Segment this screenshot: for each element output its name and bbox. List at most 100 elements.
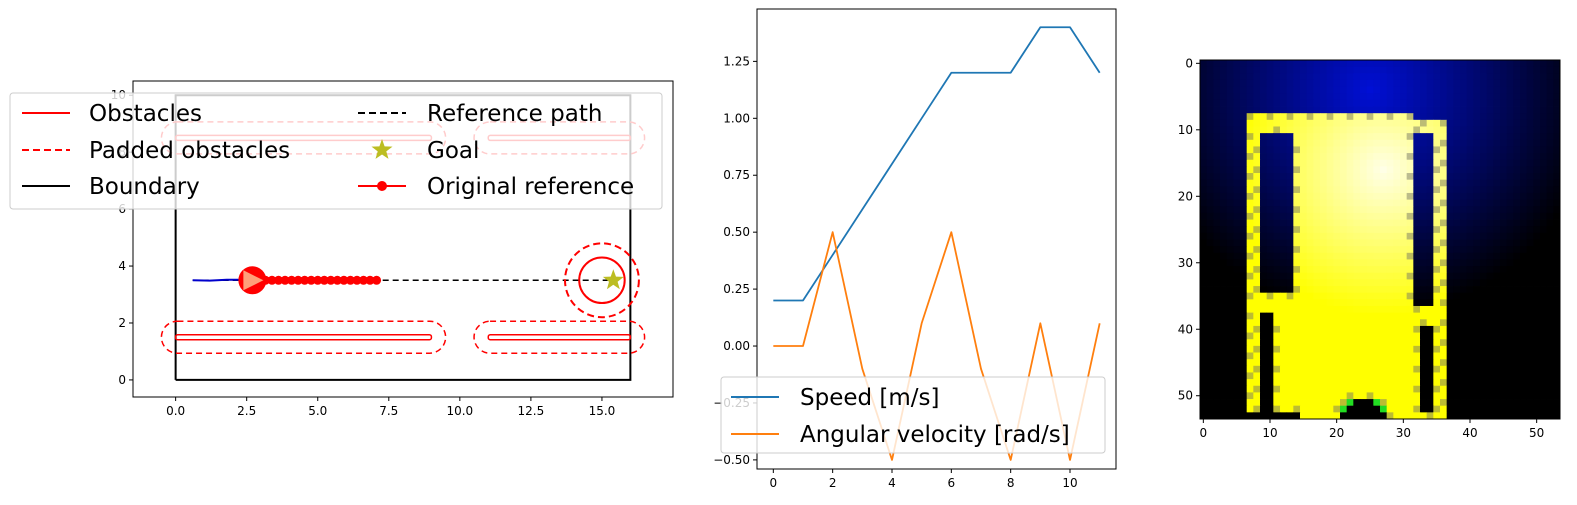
heatmap-cell bbox=[1360, 106, 1368, 114]
heatmap-cell bbox=[1420, 179, 1428, 187]
heatmap-cell bbox=[1486, 119, 1494, 127]
heatmap-cell bbox=[1286, 106, 1294, 114]
heatmap-cell bbox=[1453, 405, 1461, 413]
heatmap-cell bbox=[1486, 252, 1494, 260]
heatmap-cell bbox=[1286, 192, 1294, 201]
heatmap-cell bbox=[1386, 153, 1394, 161]
heatmap-cell bbox=[1260, 206, 1268, 214]
heatmap-cell bbox=[1346, 379, 1354, 387]
heatmap-cell bbox=[1260, 252, 1268, 260]
heatmap-cell bbox=[1266, 93, 1274, 101]
heatmap-cell bbox=[1440, 179, 1448, 187]
heatmap-cell bbox=[1246, 126, 1254, 134]
heatmap-cell bbox=[1433, 379, 1441, 387]
heatmap-cell bbox=[1213, 305, 1221, 314]
heatmap-cell bbox=[1553, 192, 1561, 201]
heatmap-cell bbox=[1233, 325, 1241, 333]
original-reference-point-19 bbox=[372, 275, 382, 285]
heatmap-cell bbox=[1320, 226, 1328, 234]
heatmap-cell bbox=[1446, 212, 1454, 220]
heatmap-cell bbox=[1526, 319, 1534, 327]
heatmap-cell bbox=[1246, 379, 1254, 387]
heatmap-cell bbox=[1320, 166, 1328, 174]
heatmap-cell bbox=[1486, 73, 1494, 81]
heatmap-cell bbox=[1346, 305, 1354, 314]
heatmap-cell bbox=[1513, 385, 1521, 393]
heatmap-cell bbox=[1400, 299, 1408, 307]
heatmap-cell bbox=[1260, 113, 1268, 121]
heatmap-cell bbox=[1240, 312, 1248, 320]
velocity-legend-box bbox=[720, 376, 1106, 454]
heatmap-cell bbox=[1373, 246, 1381, 254]
heatmap-cell bbox=[1260, 86, 1268, 94]
heatmap-cell bbox=[1446, 113, 1454, 121]
heatmap-cell bbox=[1400, 286, 1408, 294]
heatmap-cell bbox=[1533, 405, 1541, 413]
heatmap-cell bbox=[1286, 173, 1294, 181]
heatmap-cell bbox=[1533, 292, 1541, 300]
heatmap-cell bbox=[1306, 385, 1314, 393]
heatmap-cell bbox=[1340, 325, 1348, 333]
heatmap-cell bbox=[1386, 239, 1394, 247]
heatmap-cell bbox=[1280, 139, 1288, 147]
heatmap-cell bbox=[1360, 153, 1368, 161]
heatmap-cell bbox=[1386, 392, 1394, 400]
heatmap-cell bbox=[1293, 219, 1301, 227]
heatmap-cell bbox=[1433, 339, 1441, 347]
heatmap-cell bbox=[1506, 299, 1514, 307]
heatmap-cell bbox=[1206, 126, 1214, 134]
heatmap-cell bbox=[1466, 286, 1474, 294]
heatmap-cell bbox=[1373, 60, 1381, 68]
heatmap-cell bbox=[1220, 199, 1228, 207]
heatmap-cell bbox=[1426, 266, 1434, 274]
heatmap-cell bbox=[1400, 279, 1408, 287]
heatmap-cell bbox=[1226, 206, 1234, 214]
heatmap-cell bbox=[1346, 60, 1354, 68]
heatmap-cell bbox=[1466, 139, 1474, 147]
heatmap-cell bbox=[1493, 73, 1501, 81]
heatmap-cell bbox=[1366, 206, 1374, 214]
heatmap-cell bbox=[1266, 412, 1274, 420]
heatmap-cell bbox=[1466, 332, 1474, 340]
heatmap-cell bbox=[1320, 399, 1328, 407]
heatmap-cell bbox=[1426, 319, 1434, 327]
heatmap-cell bbox=[1520, 405, 1528, 413]
heatmap-cell bbox=[1373, 206, 1381, 214]
heatmap-cell bbox=[1200, 179, 1208, 187]
heatmap-cell bbox=[1253, 232, 1261, 240]
heatmap-cell bbox=[1420, 192, 1428, 201]
heatmap-cell bbox=[1446, 186, 1454, 194]
heatmap-cell bbox=[1366, 239, 1374, 247]
heatmap-cell bbox=[1313, 119, 1321, 127]
heatmap-cell bbox=[1480, 325, 1488, 333]
heatmap-cell bbox=[1446, 392, 1454, 400]
heatmap-cell bbox=[1553, 259, 1561, 267]
heatmap-cell bbox=[1420, 146, 1428, 154]
heatmap-cell bbox=[1540, 412, 1548, 420]
heatmap-cell bbox=[1233, 312, 1241, 320]
heatmap-cell bbox=[1360, 365, 1368, 373]
heatmap-cell bbox=[1313, 352, 1321, 360]
heatmap-cell bbox=[1413, 226, 1421, 234]
heatmap-cell bbox=[1246, 332, 1254, 340]
heatmap-cell bbox=[1206, 345, 1214, 353]
heatmap-cell bbox=[1373, 159, 1381, 167]
heatmap-cell bbox=[1526, 199, 1534, 207]
heatmap-x-tick-label-5: 50 bbox=[1529, 426, 1544, 440]
heatmap-cell bbox=[1453, 312, 1461, 320]
heatmap-cell bbox=[1353, 286, 1361, 294]
heatmap-cell bbox=[1246, 93, 1254, 101]
heatmap-cell bbox=[1526, 106, 1534, 114]
heatmap-cell bbox=[1460, 226, 1468, 234]
heatmap-cell bbox=[1380, 206, 1388, 214]
heatmap-cell bbox=[1266, 199, 1274, 207]
heatmap-cell bbox=[1540, 292, 1548, 300]
heatmap-cell bbox=[1460, 379, 1468, 387]
heatmap-cell bbox=[1433, 239, 1441, 247]
heatmap-cell bbox=[1526, 212, 1534, 220]
heatmap-cell bbox=[1260, 226, 1268, 234]
heatmap-cell bbox=[1333, 379, 1341, 387]
heatmap-cell bbox=[1400, 153, 1408, 161]
heatmap-cell bbox=[1533, 79, 1541, 87]
